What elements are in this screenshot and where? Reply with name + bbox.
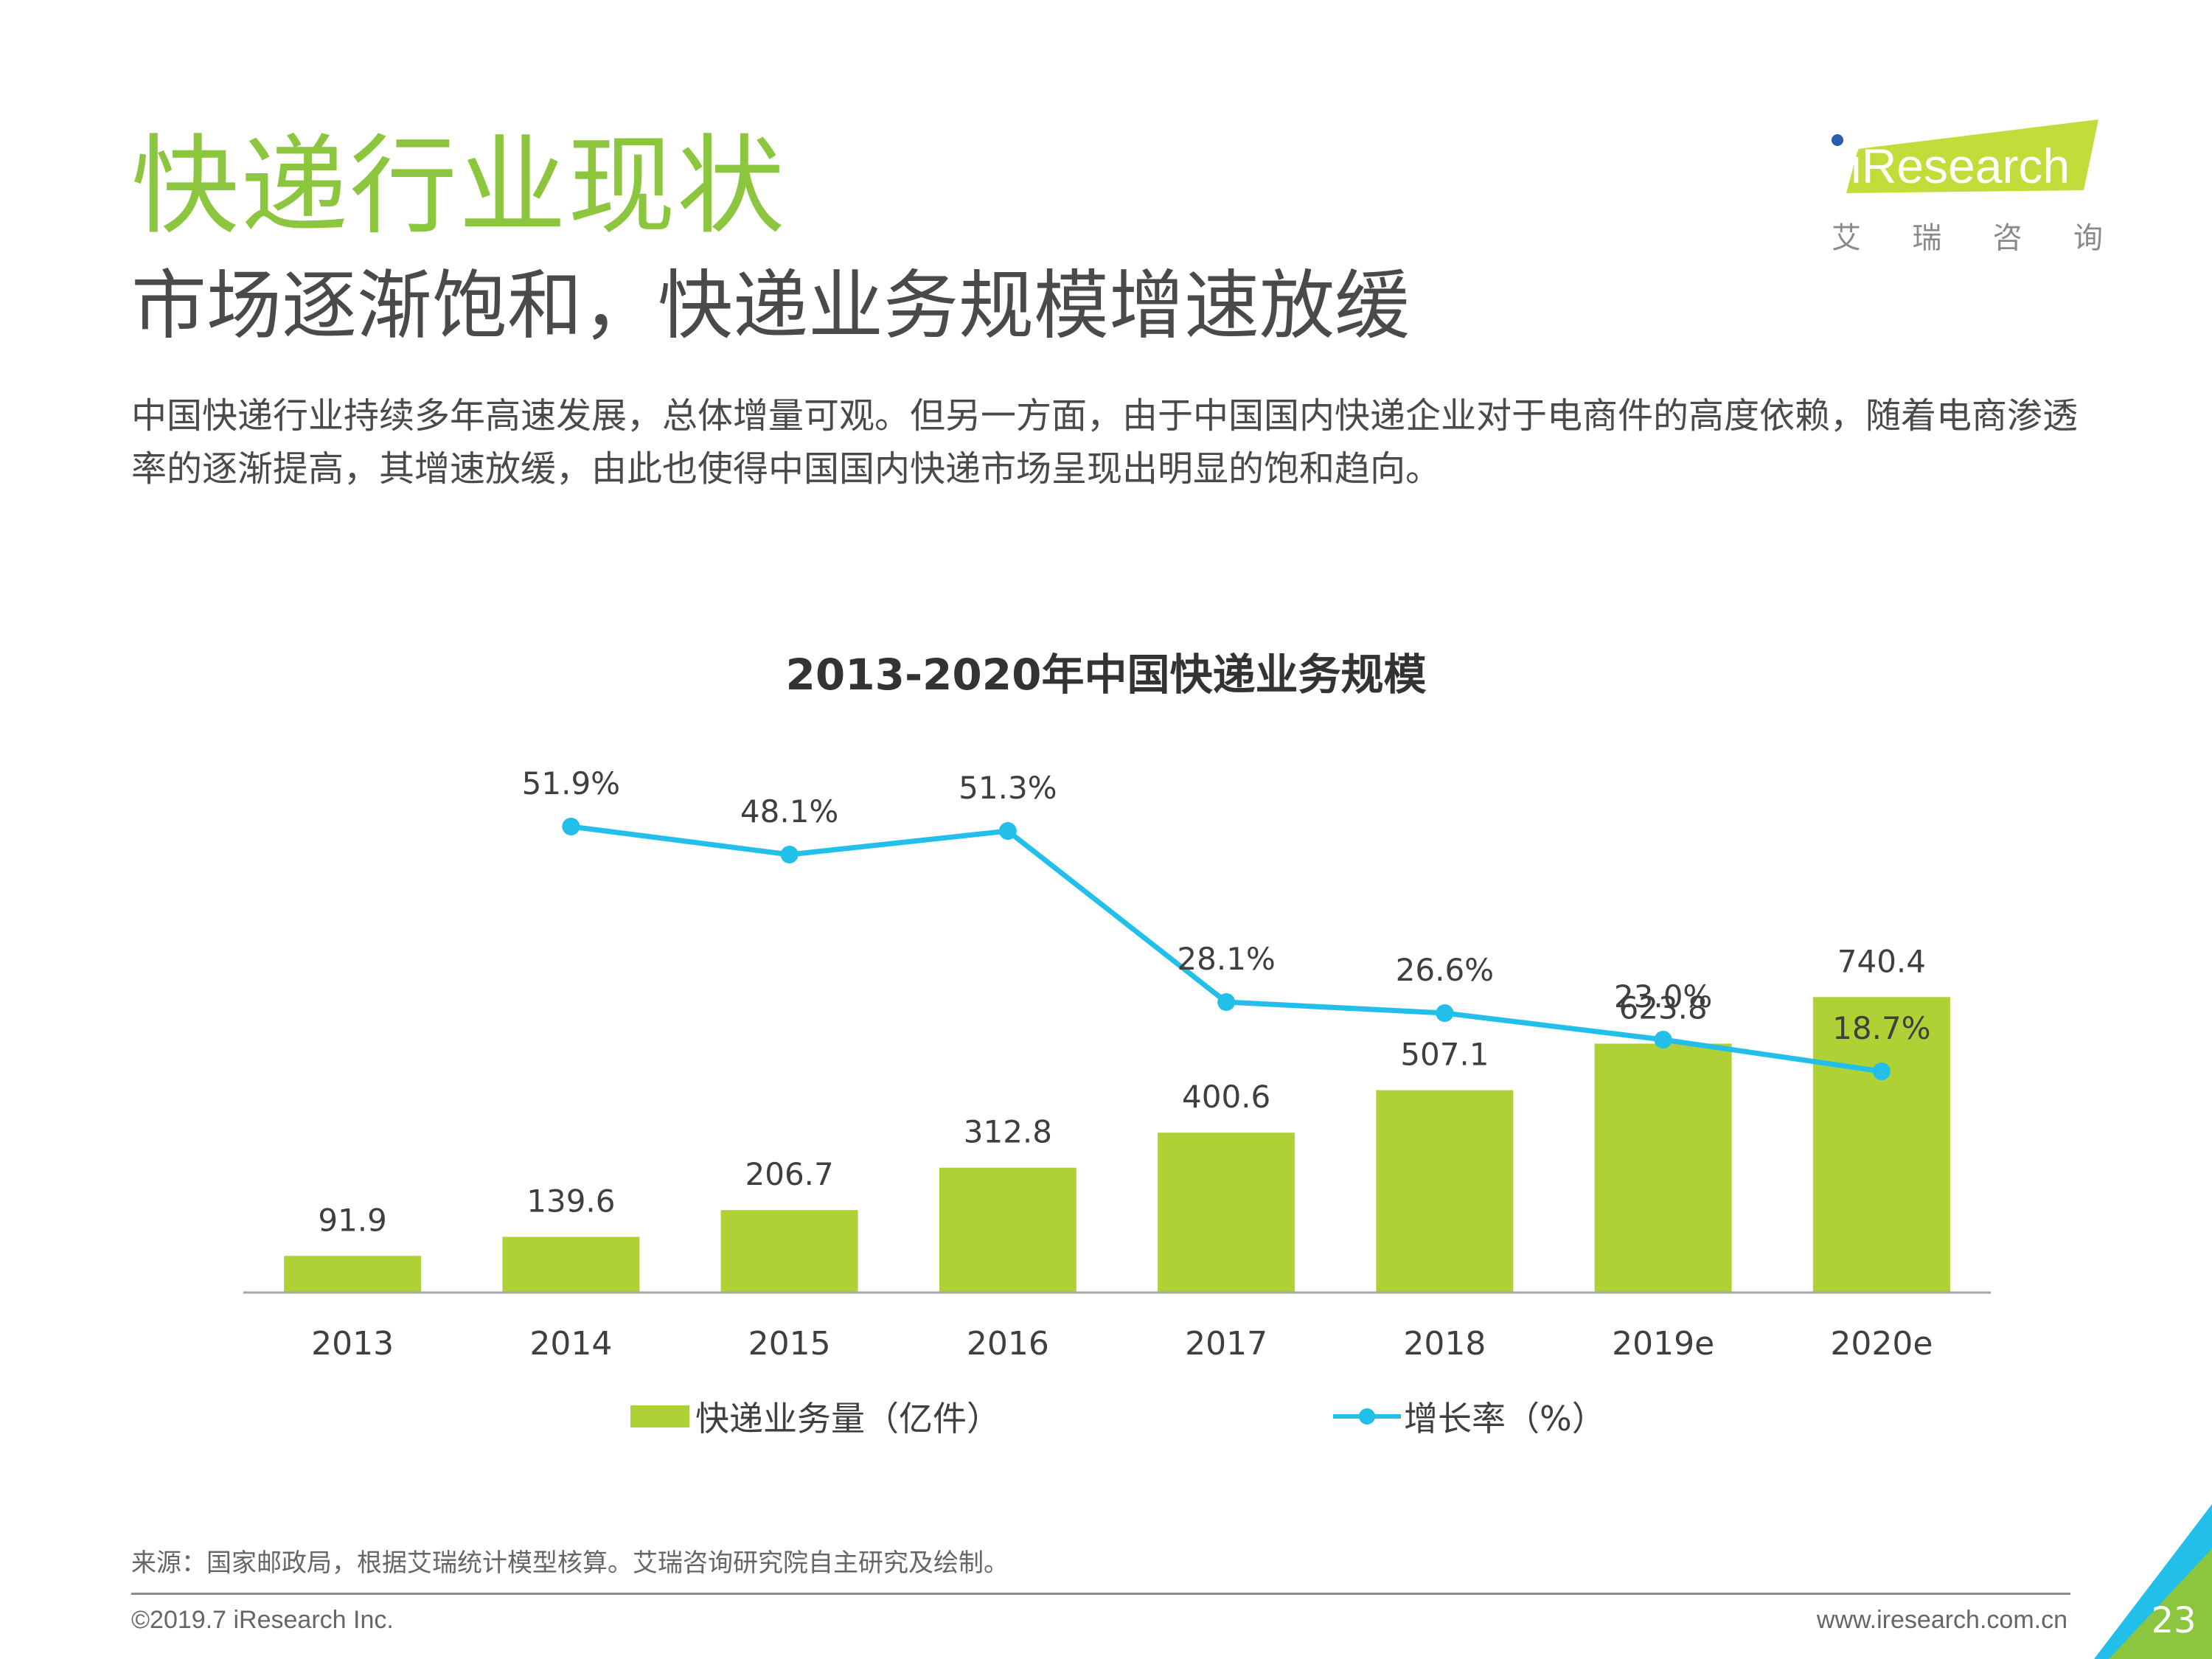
growth-rate-point bbox=[1872, 1062, 1891, 1080]
x-tick-label: 2016 bbox=[967, 1325, 1049, 1363]
legend-bar-swatch bbox=[630, 1405, 689, 1427]
website-link[interactable]: www.iresearch.com.cn bbox=[1816, 1606, 2067, 1634]
copyright: ©2019.7 iResearch Inc. bbox=[131, 1606, 394, 1634]
volume-bar bbox=[502, 1237, 640, 1293]
source-note: 来源：国家邮政局，根据艾瑞统计模型核算。艾瑞咨询研究院自主研究及绘制。 bbox=[131, 1548, 1009, 1578]
x-tick-label: 2020e bbox=[1830, 1325, 1933, 1363]
volume-value-label: 312.8 bbox=[964, 1114, 1052, 1150]
legend-line-swatch bbox=[1333, 1408, 1401, 1425]
x-tick-label: 2018 bbox=[1403, 1325, 1486, 1363]
x-tick-label: 2013 bbox=[311, 1325, 394, 1363]
express-volume-chart: 91.9 139.6 206.7 312.8 400.6 507.1 623.8 740.4 2… bbox=[243, 767, 1991, 1363]
growth-rate-label: 26.6% bbox=[1396, 952, 1494, 988]
growth-rate-point bbox=[780, 846, 799, 863]
volume-bar bbox=[1812, 997, 1950, 1293]
growth-rate-label: 51.9% bbox=[522, 767, 620, 801]
logo-char: 艾 bbox=[1832, 221, 1861, 255]
volume-bar bbox=[1376, 1090, 1514, 1293]
growth-rate-point bbox=[998, 822, 1017, 840]
growth-rate-label: 23.0% bbox=[1614, 978, 1712, 1015]
logo-wordmark: iResearch bbox=[1851, 139, 2070, 193]
volume-value-label: 623.8 bbox=[1619, 990, 1708, 1026]
volume-value-label: 206.7 bbox=[745, 1156, 834, 1192]
corner-decoration bbox=[2094, 1504, 2212, 1659]
legend-item-growth: 增长率（%） bbox=[1333, 1391, 1606, 1442]
volume-bar bbox=[1158, 1133, 1295, 1293]
volume-bar bbox=[720, 1210, 858, 1293]
x-tick-label: 2019e bbox=[1612, 1325, 1714, 1363]
legend-item-volume: 快递业务量（亿件） bbox=[630, 1391, 1001, 1442]
volume-value-label: 91.9 bbox=[318, 1202, 387, 1238]
logo-i-stem bbox=[1833, 152, 1842, 184]
growth-rate-point bbox=[1436, 1004, 1454, 1022]
x-tick-label: 2015 bbox=[748, 1325, 831, 1363]
iresearch-logo: iResearch bbox=[1832, 119, 2098, 193]
growth-rate-point bbox=[562, 818, 580, 835]
logo-banner-shape bbox=[1846, 119, 2098, 193]
growth-rate-label: 28.1% bbox=[1177, 941, 1275, 977]
x-tick-label: 2017 bbox=[1185, 1325, 1267, 1363]
volume-value-label: 507.1 bbox=[1400, 1037, 1489, 1073]
chart-title: 2013-2020年中国快递业务规模 bbox=[785, 650, 1427, 700]
volume-value-label: 740.4 bbox=[1837, 943, 1926, 979]
legend-label-growth: 增长率（%） bbox=[1404, 1399, 1606, 1439]
volume-bar bbox=[1594, 1043, 1732, 1293]
intro-paragraph: 中国快递行业持续多年高速发展，总体增量可观。但另一方面，由于中国国内快递企业对于… bbox=[131, 395, 2079, 490]
growth-rate-point bbox=[1217, 993, 1236, 1011]
page-subtitle: 市场逐渐饱和，快递业务规模增速放缓 bbox=[131, 262, 1410, 350]
growth-rate-label: 48.1% bbox=[740, 793, 838, 830]
x-tick-label: 2014 bbox=[529, 1325, 612, 1363]
growth-rate-label: 18.7% bbox=[1832, 1010, 1930, 1046]
section-title: 快递行业现状 bbox=[131, 124, 786, 249]
volume-value-label: 139.6 bbox=[526, 1183, 615, 1219]
page-number: 23 bbox=[2151, 1600, 2197, 1641]
volume-value-label: 400.6 bbox=[1182, 1079, 1270, 1115]
logo-dot bbox=[1832, 134, 1843, 146]
logo-chinese-name: 艾 瑞 咨 询 bbox=[1832, 214, 2103, 257]
growth-rate-label: 51.3% bbox=[959, 770, 1057, 806]
logo-char: 询 bbox=[2073, 221, 2103, 255]
volume-bar bbox=[939, 1167, 1077, 1293]
logo-char: 瑞 bbox=[1912, 221, 1942, 255]
volume-bar bbox=[284, 1256, 422, 1293]
legend-label-volume: 快递业务量（亿件） bbox=[695, 1399, 1001, 1439]
growth-rate-point bbox=[1654, 1031, 1672, 1048]
footer-divider bbox=[131, 1593, 2070, 1595]
logo-char: 咨 bbox=[1992, 221, 2023, 255]
